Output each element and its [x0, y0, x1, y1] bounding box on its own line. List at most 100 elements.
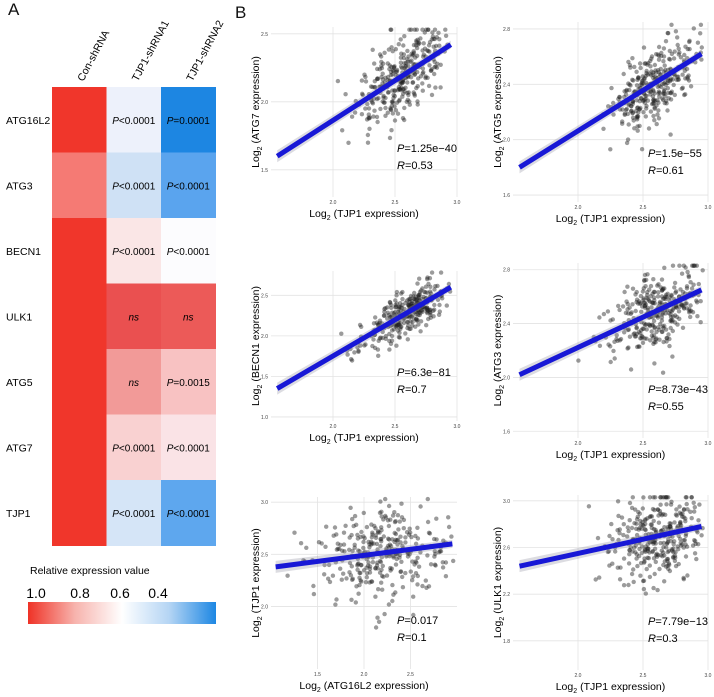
data-point: [681, 575, 686, 581]
data-point: [677, 504, 682, 509]
y-tick-label: 2.5: [261, 293, 268, 299]
data-point: [686, 73, 691, 78]
data-point: [417, 292, 422, 297]
data-point: [661, 46, 667, 51]
data-point: [643, 80, 649, 86]
data-point: [635, 77, 640, 83]
data-point: [684, 306, 690, 311]
data-point: [391, 92, 396, 98]
data-point: [616, 303, 621, 309]
data-point: [406, 297, 411, 302]
data-point: [376, 96, 381, 101]
data-point: [628, 311, 633, 316]
data-point: [390, 68, 396, 73]
data-point: [378, 559, 384, 565]
data-point: [626, 582, 631, 588]
data-point: [437, 309, 442, 314]
data-point: [438, 62, 443, 67]
data-point: [406, 304, 412, 309]
data-point: [664, 292, 669, 297]
data-point: [394, 69, 400, 74]
data-point: [691, 26, 696, 31]
data-point: [347, 547, 352, 552]
data-point: [675, 544, 680, 549]
data-point: [667, 562, 672, 567]
data-point: [399, 78, 405, 84]
data-point: [654, 551, 659, 556]
data-point: [652, 326, 657, 331]
data-point: [385, 305, 390, 310]
data-point: [634, 98, 639, 103]
data-point: [635, 563, 640, 569]
data-point: [358, 570, 363, 576]
heatmap-cell: [52, 218, 107, 284]
data-point: [415, 573, 420, 579]
data-point: [650, 291, 655, 296]
data-point: [362, 72, 367, 77]
data-point: [395, 322, 400, 328]
data-point: [628, 103, 634, 109]
data-point: [389, 27, 394, 32]
data-point: [424, 309, 430, 314]
data-point: [576, 358, 581, 363]
data-point: [352, 545, 357, 550]
data-point: [661, 512, 666, 517]
data-point: [400, 78, 406, 83]
data-point: [381, 313, 387, 318]
data-point: [394, 293, 399, 298]
data-point: [416, 42, 421, 47]
data-point: [396, 309, 401, 315]
data-point: [666, 566, 671, 571]
data-point: [665, 539, 670, 545]
data-point: [410, 53, 415, 58]
data-point: [683, 495, 688, 500]
data-point: [388, 565, 393, 571]
data-point: [650, 87, 656, 93]
data-point: [421, 70, 426, 75]
data-point: [341, 571, 346, 576]
data-point: [663, 82, 668, 88]
data-point: [660, 286, 666, 291]
data-point: [625, 301, 630, 307]
data-point: [683, 542, 688, 547]
data-point: [403, 535, 408, 540]
data-point: [420, 27, 425, 32]
data-point: [411, 42, 417, 48]
data-point: [427, 309, 433, 314]
data-point: [426, 530, 432, 535]
data-point: [622, 94, 627, 100]
data-point: [657, 566, 662, 572]
data-point: [637, 99, 642, 104]
data-point: [388, 27, 393, 32]
data-point: [666, 548, 672, 553]
data-point: [418, 74, 424, 79]
data-point: [642, 277, 647, 283]
data-point: [643, 73, 648, 79]
data-point: [638, 96, 644, 101]
data-point: [697, 502, 702, 507]
data-point: [662, 87, 667, 92]
data-point: [397, 87, 402, 92]
data-point: [648, 522, 654, 527]
data-point: [378, 544, 383, 549]
data-point: [405, 90, 410, 96]
data-point: [365, 132, 371, 138]
data-point: [412, 27, 417, 32]
data-point: [406, 323, 411, 328]
data-point: [622, 89, 627, 94]
data-point: [415, 99, 420, 104]
data-point: [673, 304, 679, 310]
data-point: [400, 78, 406, 83]
data-point: [427, 63, 432, 68]
data-point: [351, 523, 356, 529]
data-point: [661, 544, 666, 550]
data-point: [388, 341, 394, 346]
heatmap-cell: [106, 87, 162, 153]
data-point: [679, 271, 685, 276]
data-point: [393, 304, 399, 309]
data-point: [379, 537, 384, 542]
data-point: [406, 90, 411, 95]
data-point: [359, 562, 364, 568]
data-point: [615, 499, 621, 504]
heatmap-cell: [106, 480, 162, 546]
